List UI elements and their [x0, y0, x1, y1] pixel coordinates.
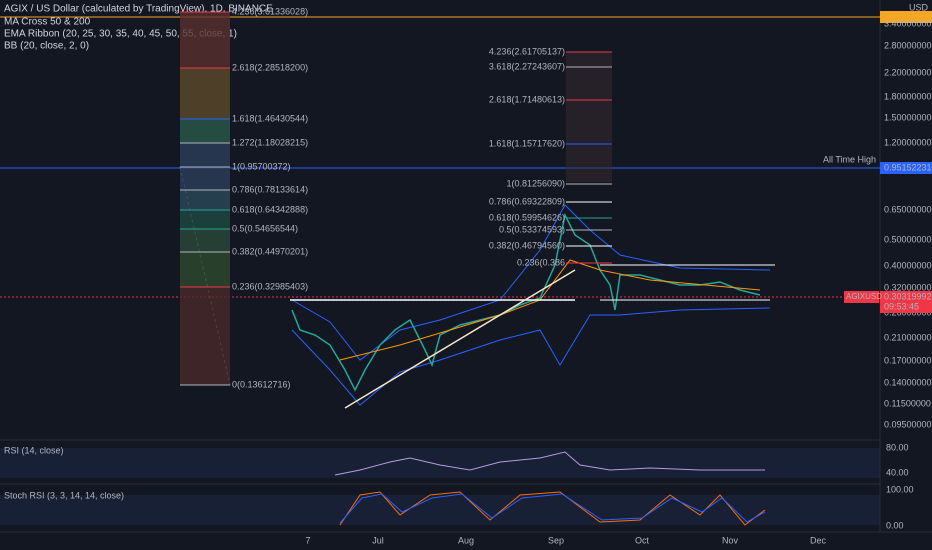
- bb-lower: [291, 307, 771, 406]
- bb-upper: [291, 204, 771, 361]
- fib-label: 1(0.81256090): [506, 178, 565, 188]
- fib-label: 2.618(1.71480613): [489, 94, 565, 104]
- fib-label: 0.382(0.46794560): [489, 240, 565, 250]
- fib-zone: [180, 12, 230, 68]
- fib-zone: [180, 287, 230, 385]
- price-label: 0.32000000: [884, 282, 932, 292]
- level-tag: [880, 11, 932, 23]
- price-label: 0.09500000: [884, 419, 932, 429]
- time-label: Nov: [722, 535, 739, 545]
- price-tag: [880, 291, 932, 313]
- price-label: 2.80000000: [884, 40, 932, 50]
- header-title: AGIX / US Dollar (calculated by TradingV…: [4, 4, 273, 15]
- symbol-label: AGIXUSD: [846, 292, 882, 301]
- ath-tag: [880, 162, 932, 174]
- fib-zone: [180, 68, 230, 119]
- price-label: 0.17000000: [884, 355, 932, 365]
- fib-label: 1(0.95700372): [232, 161, 291, 171]
- fib-label: 0.236(0.386: [517, 257, 565, 267]
- stoch-k: [339, 491, 766, 526]
- fib-label: 0(0.13612716): [232, 379, 291, 389]
- fib-label: 0.382(0.44970201): [232, 246, 308, 256]
- price-label: 1.50000000: [884, 112, 932, 122]
- price-path: [291, 212, 761, 392]
- fib-label: 0.618(0.64342888): [232, 204, 308, 214]
- fib-zone: [180, 167, 230, 190]
- rsi-label: 40.00: [886, 467, 909, 477]
- time-label: Aug: [458, 535, 474, 545]
- stoch-band: [0, 495, 880, 525]
- fib-zone: [180, 143, 230, 167]
- rsi-label: 80.00: [886, 442, 909, 452]
- fib-label: 1.618(1.46430544): [232, 113, 308, 123]
- fib-label: 0.236(0.32985403): [232, 281, 308, 291]
- ath-label: All Time High: [823, 154, 876, 164]
- fib-label: 4.236(2.61705137): [489, 46, 565, 56]
- symbol-tag: [844, 291, 879, 303]
- fib-zone: [180, 119, 230, 143]
- stoch-d: [339, 493, 766, 524]
- rsi-band: [0, 448, 880, 478]
- fib-label: 0.618(0.59954626): [489, 212, 565, 222]
- fib-zone: [180, 229, 230, 252]
- fib-zone: [566, 52, 612, 182]
- fib-zone: [180, 190, 230, 210]
- fib-label: 4.236(3.61336028): [232, 6, 308, 16]
- fib-label: 2.618(2.28518200): [232, 62, 308, 72]
- fib-zone: [180, 210, 230, 229]
- fib-label: 0.5(0.53374593): [499, 224, 565, 234]
- indicator-label: BB (20, close, 2, 0): [4, 41, 89, 52]
- indicator-label: EMA Ribbon (20, 25, 30, 35, 40, 45, 50, …: [4, 29, 237, 40]
- time-label: Oct: [635, 535, 650, 545]
- fib-zone: [180, 252, 230, 287]
- price-label: 0.21000000: [884, 332, 932, 342]
- trend-line: [344, 269, 576, 409]
- time-label: Jul: [372, 535, 384, 545]
- price-label: 1.80000000: [884, 91, 932, 101]
- fib-label: 3.618(2.27243607): [489, 61, 565, 71]
- time-label: 7: [305, 535, 310, 545]
- price-label: 0.40000000: [884, 260, 932, 270]
- price-label: 0.65000000: [884, 204, 932, 214]
- price-label: 0.50000000: [884, 234, 932, 244]
- price-label: 3.40000000: [884, 18, 932, 28]
- price-label: 2.20000000: [884, 67, 932, 77]
- indicator-label: MA Cross 50 & 200: [4, 17, 91, 28]
- currency-label: USD: [909, 2, 929, 12]
- fib-label: 0.786(0.69322809): [489, 196, 565, 206]
- fib-label: 1.618(1.15717620): [489, 138, 565, 148]
- rsi-line: [334, 451, 765, 476]
- stoch-label: 0.00: [886, 520, 904, 530]
- fib-label: 0.786(0.78133614): [232, 184, 308, 194]
- fib-label: 1.272(1.18028215): [232, 137, 308, 147]
- time-label: Sep: [548, 535, 564, 545]
- countdown: 09:53:45: [884, 301, 919, 311]
- price-label: 1.20000000: [884, 137, 932, 147]
- time-label: Dec: [810, 535, 827, 545]
- price-label: 0.14000000: [884, 377, 932, 387]
- stoch-title: Stoch RSI (3, 3, 14, 14, close): [4, 490, 124, 500]
- ath-price: 0.95152231: [884, 162, 932, 172]
- price-label: 0.11500000: [884, 398, 931, 408]
- current-price: 0.30319992: [884, 291, 932, 301]
- fib-label: 0.5(0.54656544): [232, 223, 298, 233]
- rsi-title: RSI (14, close): [4, 445, 64, 455]
- stoch-label: 100.00: [886, 484, 914, 494]
